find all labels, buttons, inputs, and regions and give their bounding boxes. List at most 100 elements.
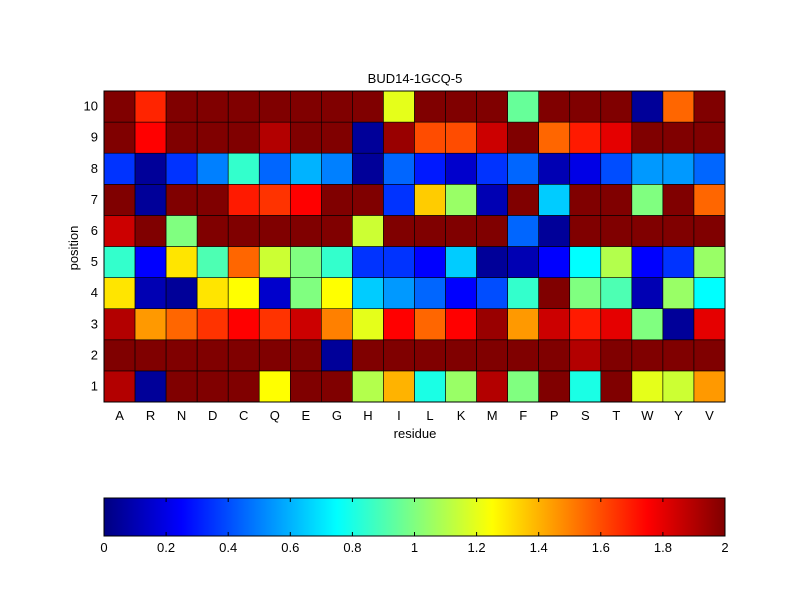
x-tick-L: L — [426, 408, 433, 423]
heatmap-cell-Q-4 — [258, 277, 291, 310]
heatmap-cell-D-4 — [196, 277, 229, 310]
heatmap-cell-T-10 — [600, 90, 633, 123]
heatmap-cell-C-5 — [227, 246, 260, 278]
heatmap-cell-P-10 — [538, 90, 571, 123]
heatmap-cell-Q-2 — [258, 339, 291, 372]
heatmap-cell-S-3 — [569, 308, 602, 341]
heatmap-cell-Y-6 — [662, 215, 695, 247]
heatmap-cell-V-10 — [693, 90, 726, 123]
heatmap-cell-F-10 — [507, 90, 539, 123]
heatmap-cell-I-10 — [383, 90, 415, 123]
heatmap-cell-P-5 — [538, 246, 571, 278]
heatmap-cell-C-1 — [227, 370, 260, 403]
y-tick-4: 4 — [91, 285, 98, 300]
heatmap-cell-P-9 — [538, 121, 571, 154]
heatmap-cell-V-7 — [693, 184, 726, 216]
heatmap-cell-A-6 — [103, 215, 136, 247]
heatmap-cell-S-7 — [569, 184, 602, 216]
heatmap-cell-S-9 — [569, 121, 602, 154]
heatmap-cell-W-4 — [631, 277, 664, 310]
colorbar-tick-label: 0.8 — [343, 540, 361, 555]
heatmap-cell-V-3 — [693, 308, 726, 341]
heatmap-cell-H-6 — [352, 215, 384, 247]
heatmap-cell-Q-7 — [258, 184, 291, 216]
heatmap-cell-A-10 — [103, 90, 136, 123]
colorbar-tick-label: 1.6 — [592, 540, 610, 555]
heatmap-cell-K-3 — [445, 308, 477, 341]
heatmap-cell-I-5 — [383, 246, 415, 278]
heatmap-cell-Q-8 — [258, 152, 291, 185]
y-tick-9: 9 — [91, 130, 98, 145]
heatmap-cell-K-8 — [445, 152, 477, 185]
heatmap-cell-A-1 — [103, 370, 136, 403]
heatmap-cell-Y-7 — [662, 184, 695, 216]
heatmap-cell-C-8 — [227, 152, 260, 185]
heatmap-cell-G-8 — [321, 152, 353, 185]
colorbar-tick-label: 1.2 — [468, 540, 486, 555]
heatmap-cell-N-10 — [165, 90, 198, 123]
heatmap-cell-E-10 — [289, 90, 322, 123]
heatmap-cell-N-7 — [165, 184, 198, 216]
heatmap-cell-M-10 — [476, 90, 508, 123]
heatmap-cell-G-6 — [321, 215, 353, 247]
heatmap-cell-G-10 — [321, 90, 353, 123]
heatmap-cell-L-10 — [414, 90, 446, 123]
heatmap-cell-A-2 — [103, 339, 136, 372]
heatmap-cell-T-6 — [600, 215, 633, 247]
heatmap-cell-S-5 — [569, 246, 602, 278]
heatmap-cell-L-2 — [414, 339, 446, 372]
heatmap-cell-N-4 — [165, 277, 198, 310]
heatmap-cell-C-6 — [227, 215, 260, 247]
heatmap-cell-W-6 — [631, 215, 664, 247]
heatmap-cell-K-2 — [445, 339, 477, 372]
heatmap-cell-S-4 — [569, 277, 602, 310]
heatmap-cell-H-10 — [352, 90, 384, 123]
heatmap-cell-M-5 — [476, 246, 508, 278]
heatmap-cell-A-3 — [103, 308, 136, 341]
heatmap-cell-R-5 — [134, 246, 167, 278]
x-tick-P: P — [550, 408, 559, 423]
heatmap-cell-Y-2 — [662, 339, 695, 372]
heatmap-cell-N-3 — [165, 308, 198, 341]
heatmap-cell-I-9 — [383, 121, 415, 154]
heatmap-cell-T-8 — [600, 152, 633, 185]
heatmap-cell-F-6 — [507, 215, 539, 247]
heatmap-cell-D-3 — [196, 308, 229, 341]
heatmap-cell-P-6 — [538, 215, 571, 247]
heatmap-cell-Q-1 — [258, 370, 291, 403]
heatmap-cell-Q-9 — [258, 121, 291, 154]
heatmap-cell-P-8 — [538, 152, 571, 185]
heatmap-cell-W-7 — [631, 184, 664, 216]
heatmap-cell-G-1 — [321, 370, 353, 403]
heatmap-cell-R-7 — [134, 184, 167, 216]
heatmap-cell-D-10 — [196, 90, 229, 123]
heatmap-cell-R-2 — [134, 339, 167, 372]
heatmap-cell-R-6 — [134, 215, 167, 247]
x-tick-I: I — [397, 408, 401, 423]
x-tick-H: H — [363, 408, 372, 423]
heatmap-cell-M-1 — [476, 370, 508, 403]
heatmap-cell-H-2 — [352, 339, 384, 372]
heatmap-cell-D-1 — [196, 370, 229, 403]
heatmap-cell-M-9 — [476, 121, 508, 154]
heatmap-cell-Q-5 — [258, 246, 291, 278]
heatmap-cell-V-8 — [693, 152, 726, 185]
x-tick-E: E — [301, 408, 310, 423]
heatmap-cell-I-6 — [383, 215, 415, 247]
heatmap-cell-N-2 — [165, 339, 198, 372]
heatmap-cell-R-10 — [134, 90, 167, 123]
heatmap-cell-F-8 — [507, 152, 539, 185]
heatmap-cell-V-4 — [693, 277, 726, 310]
colorbar-tick-label: 1.4 — [530, 540, 548, 555]
heatmap-cell-R-4 — [134, 277, 167, 310]
heatmap-cell-T-5 — [600, 246, 633, 278]
heatmap-cell-E-2 — [289, 339, 322, 372]
heatmap-cell-F-4 — [507, 277, 539, 310]
heatmap-cell-K-4 — [445, 277, 477, 310]
heatmap-cell-N-5 — [165, 246, 198, 278]
heatmap-cell-V-1 — [693, 370, 726, 403]
heatmap-cell-E-5 — [289, 246, 322, 278]
heatmap-cell-C-3 — [227, 308, 260, 341]
